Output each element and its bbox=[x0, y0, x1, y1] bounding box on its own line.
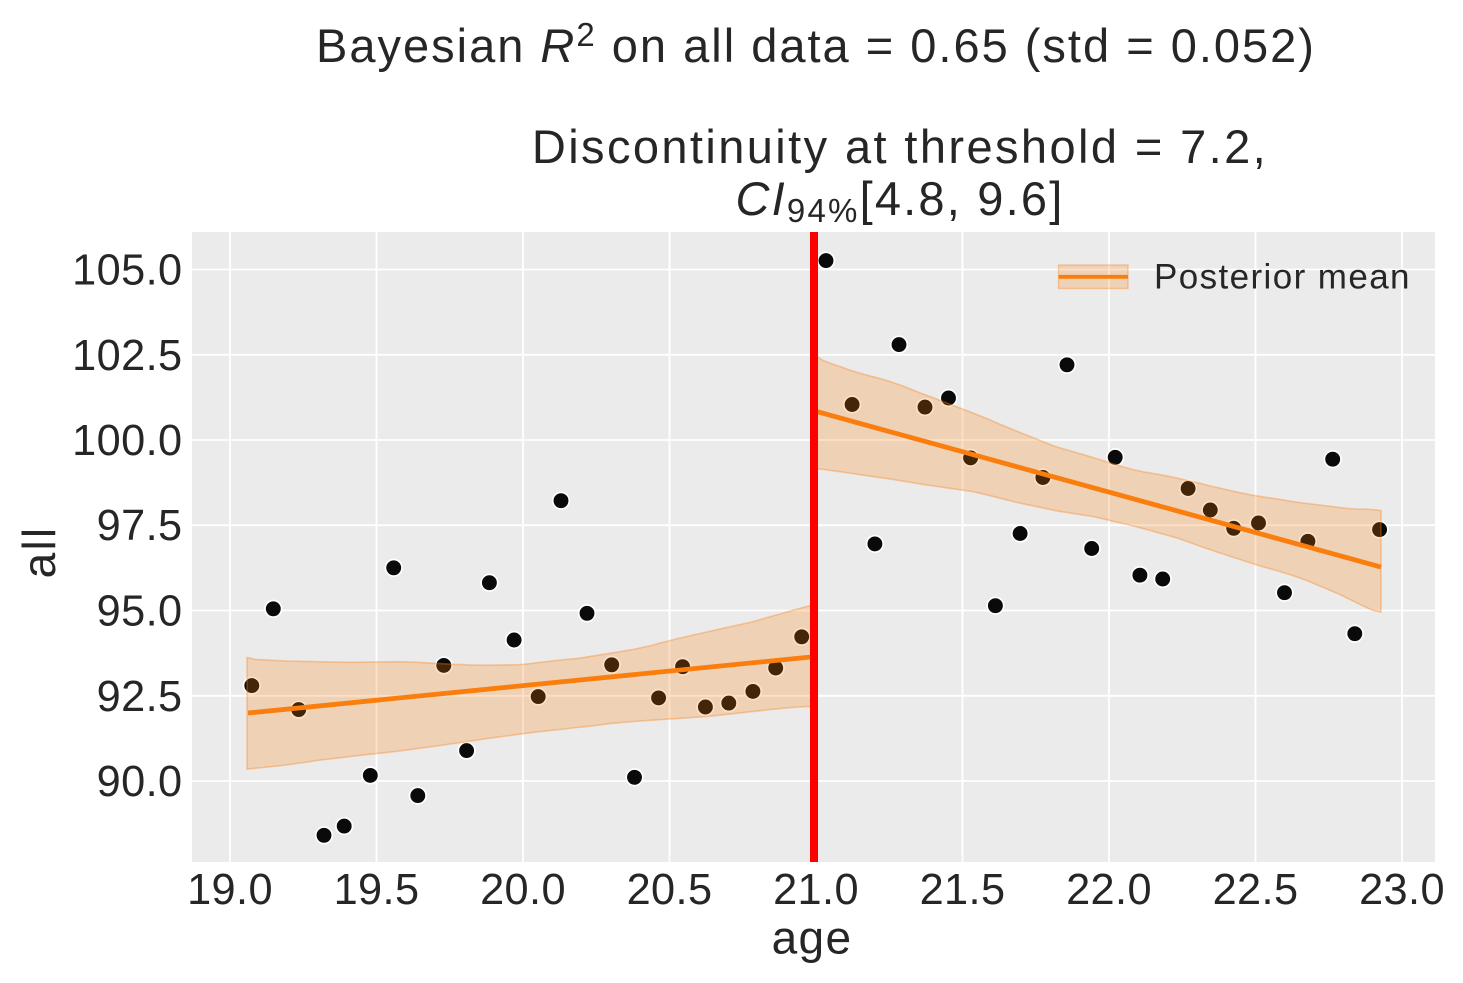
svg-text:20.0: 20.0 bbox=[480, 866, 566, 914]
svg-text:19.5: 19.5 bbox=[334, 866, 420, 914]
svg-text:21.0: 21.0 bbox=[773, 866, 859, 914]
svg-text:CI94%[4.8, 9.6]: CI94%[4.8, 9.6] bbox=[736, 172, 1065, 229]
svg-text:95.0: 95.0 bbox=[97, 588, 183, 636]
svg-text:21.5: 21.5 bbox=[920, 866, 1006, 914]
svg-text:102.5: 102.5 bbox=[72, 332, 182, 380]
svg-text:92.5: 92.5 bbox=[97, 673, 183, 721]
svg-text:Discontinuity at threshold = 7: Discontinuity at threshold = 7.2, bbox=[532, 120, 1268, 173]
svg-text:22.0: 22.0 bbox=[1066, 866, 1152, 914]
svg-text:97.5: 97.5 bbox=[97, 502, 183, 550]
svg-text:105.0: 105.0 bbox=[72, 247, 182, 295]
svg-text:Bayesian R2 on all data = 0.65: Bayesian R2 on all data = 0.65 (std = 0.… bbox=[316, 16, 1316, 72]
svg-text:22.5: 22.5 bbox=[1213, 866, 1299, 914]
svg-text:100.0: 100.0 bbox=[72, 417, 182, 465]
svg-text:90.0: 90.0 bbox=[97, 758, 183, 806]
svg-text:20.5: 20.5 bbox=[627, 866, 713, 914]
svg-text:all: all bbox=[13, 526, 65, 579]
svg-text:19.0: 19.0 bbox=[187, 866, 273, 914]
svg-text:age: age bbox=[772, 912, 853, 964]
svg-text:Posterior mean: Posterior mean bbox=[1154, 258, 1411, 297]
svg-text:23.0: 23.0 bbox=[1359, 866, 1445, 914]
